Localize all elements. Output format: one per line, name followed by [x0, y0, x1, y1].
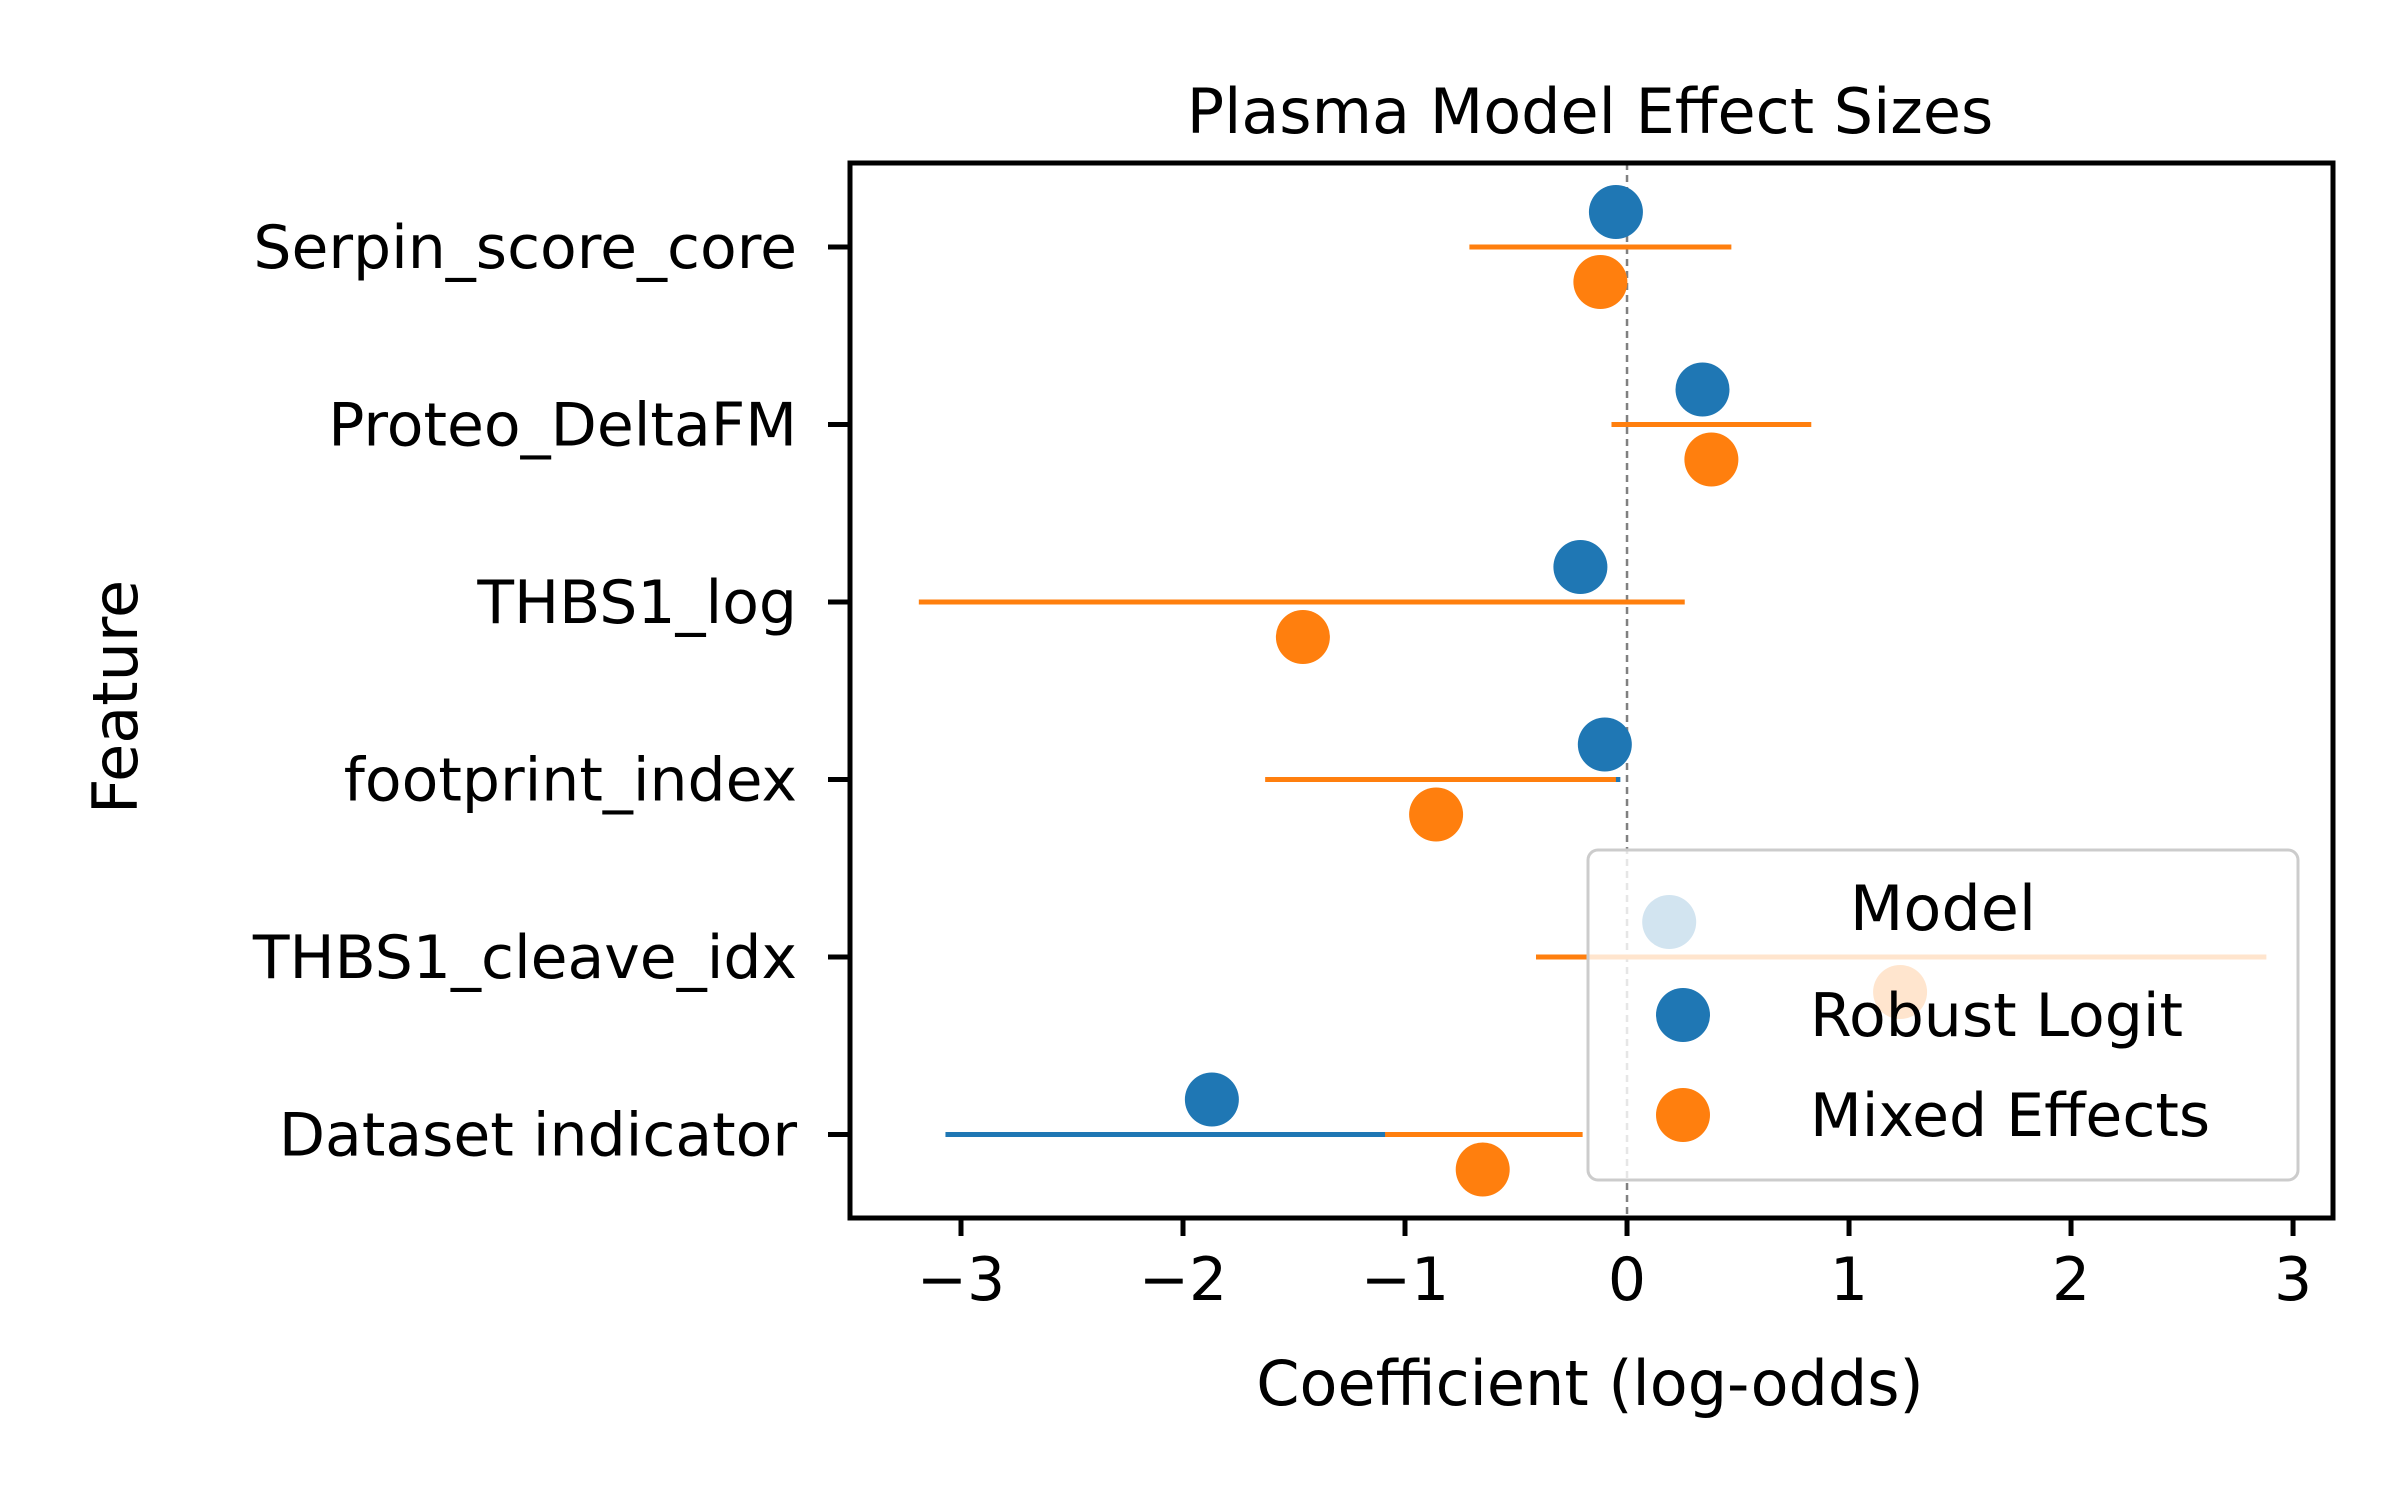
y-tick-label-3: footprint_index	[344, 746, 797, 816]
x-tick-label-0: −3	[917, 1245, 1005, 1315]
x-tick-label-5: 2	[2052, 1245, 2090, 1315]
y-tick-label-4: THBS1_cleave_idx	[252, 923, 797, 993]
legend-label-1: Mixed Effects	[1810, 1081, 2210, 1151]
chart-title: Plasma Model Effect Sizes	[1187, 75, 1994, 148]
y-axis-label: Feature	[79, 580, 152, 814]
point-0-5	[1184, 1072, 1239, 1127]
point-1-1	[1684, 432, 1739, 487]
y-tick-label-2: THBS1_log	[476, 568, 797, 638]
point-0-1	[1675, 362, 1730, 417]
legend-marker-0	[1656, 988, 1710, 1042]
y-tick-label-1: Proteo_DeltaFM	[328, 391, 797, 461]
point-0-0	[1588, 185, 1643, 239]
y-tick-label-0: Serpin_score_core	[253, 213, 797, 283]
y-tick-label-5: Dataset indicator	[279, 1101, 797, 1171]
legend-marker-1	[1656, 1088, 1710, 1142]
x-tick-label-4: 1	[1830, 1245, 1868, 1315]
point-1-0	[1573, 255, 1628, 309]
legend-title: Model	[1850, 872, 2036, 945]
point-0-2	[1553, 540, 1608, 594]
x-tick-label-2: −1	[1361, 1245, 1449, 1315]
x-tick-label-1: −2	[1139, 1245, 1227, 1315]
point-1-3	[1409, 787, 1464, 842]
point-1-2	[1275, 610, 1330, 664]
plot-frame	[847, 160, 2336, 1221]
point-0-3	[1577, 717, 1632, 772]
point-1-5	[1455, 1142, 1510, 1197]
legend-label-0: Robust Logit	[1810, 981, 2183, 1051]
legend-box	[1586, 848, 2300, 1182]
legend: Model Robust Logit Mixed Effects	[1586, 848, 2300, 1182]
x-axis-label: Coefficient (log-odds)	[1256, 1347, 1923, 1420]
x-tick-label-3: 0	[1608, 1245, 1646, 1315]
plot-area: −3 −2 −1 0 1 2 3 Serpin_score_core Proteo_DeltaF…	[252, 160, 2336, 1315]
x-tick-label-6: 3	[2274, 1245, 2312, 1315]
